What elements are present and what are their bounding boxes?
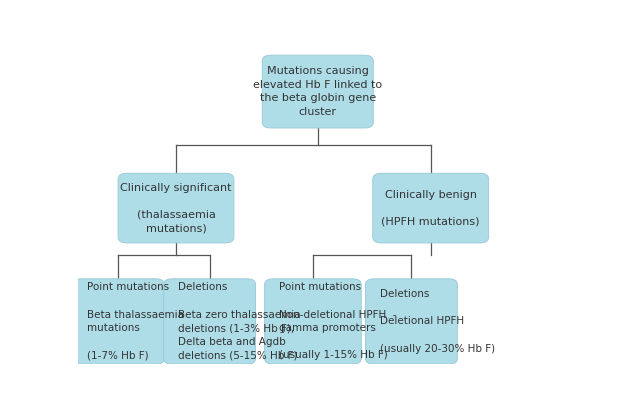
FancyBboxPatch shape <box>164 279 255 364</box>
FancyBboxPatch shape <box>73 279 164 364</box>
FancyBboxPatch shape <box>262 55 373 128</box>
Text: Point mutations

Beta thalassaemia
mutations

(1-7% Hb F): Point mutations Beta thalassaemia mutati… <box>87 283 184 360</box>
Text: Clinically significant

(thalassaemia
mutations): Clinically significant (thalassaemia mut… <box>120 183 232 234</box>
Text: Deletions

Deletional HPFH

(usually 20-30% Hb F): Deletions Deletional HPFH (usually 20-30… <box>380 289 495 354</box>
FancyBboxPatch shape <box>265 279 361 364</box>
FancyBboxPatch shape <box>118 173 234 243</box>
FancyBboxPatch shape <box>373 173 489 243</box>
Text: Point mutations

Non-deletional HPFH  -
gamma promoters

(usually 1-15% Hb F): Point mutations Non-deletional HPFH - ga… <box>279 283 397 360</box>
FancyBboxPatch shape <box>366 279 458 364</box>
Text: Clinically benign

(HPFH mutations): Clinically benign (HPFH mutations) <box>381 189 480 227</box>
Text: Mutations causing
elevated Hb F linked to
the beta globin gene
cluster: Mutations causing elevated Hb F linked t… <box>253 66 383 117</box>
Text: Deletions

Beta zero thalassaemia
deletions (1-3% Hb F),
Delta beta and Agdb
del: Deletions Beta zero thalassaemia deletio… <box>178 283 301 360</box>
